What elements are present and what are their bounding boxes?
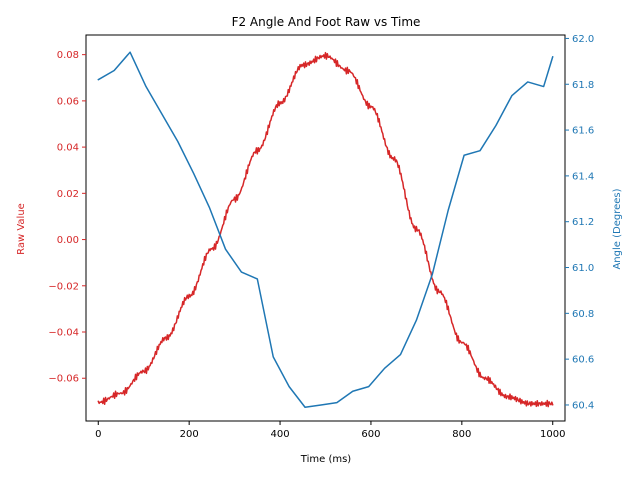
angle-series-line [97, 51, 554, 409]
x-tick-label: 800 [452, 429, 471, 440]
y-left-tick-label: 0.06 [57, 96, 79, 107]
x-tick-label: 600 [361, 429, 380, 440]
y-right-tick-label: 60.8 [572, 309, 594, 320]
series-layer [97, 51, 554, 409]
y-left-tick-label: −0.02 [48, 281, 79, 292]
y-axis-right-label: Angle (Degrees) [612, 188, 623, 269]
y-left-tick-label: 0.00 [57, 235, 79, 246]
y-right-tick-label: 61.8 [572, 80, 594, 91]
y-right-tick-label: 61.4 [572, 171, 594, 182]
raw-value-series-line [97, 51, 554, 408]
y-right-tick-label: 61.0 [572, 263, 594, 274]
x-tick-label: 1000 [540, 429, 565, 440]
y-right-tick-label: 60.4 [572, 400, 594, 411]
y-right-tick-label: 62.0 [572, 34, 594, 45]
y-left-tick-label: 0.04 [57, 143, 79, 154]
y-right-tick-label: 61.2 [572, 217, 594, 228]
x-tick-label: 0 [95, 429, 101, 440]
y-axis-left-label: Raw Value [16, 203, 27, 255]
y-right-tick-label: 61.6 [572, 126, 594, 137]
x-tick-label: 200 [180, 429, 199, 440]
y-left-tick-label: 0.08 [57, 50, 79, 61]
y-left-tick-label: 0.02 [57, 189, 79, 200]
plot-frame [85, 34, 566, 422]
y-axis-left: −0.06 −0.04 −0.02 0.00 0.02 0.04 0.06 0.08 [48, 50, 86, 385]
y-axis-right: 60.4 60.6 60.8 61.0 61.2 61.4 61.6 61.8 62.0 [565, 34, 594, 411]
x-axis-label: Time (ms) [300, 454, 352, 465]
chart-title: F2 Angle And Foot Raw vs Time [232, 15, 421, 29]
y-left-tick-label: −0.06 [48, 374, 79, 385]
x-axis: 0 200 400 600 800 1000 [95, 421, 565, 440]
y-left-tick-label: −0.04 [48, 328, 79, 339]
x-tick-label: 400 [271, 429, 290, 440]
y-right-tick-label: 60.6 [572, 355, 594, 366]
